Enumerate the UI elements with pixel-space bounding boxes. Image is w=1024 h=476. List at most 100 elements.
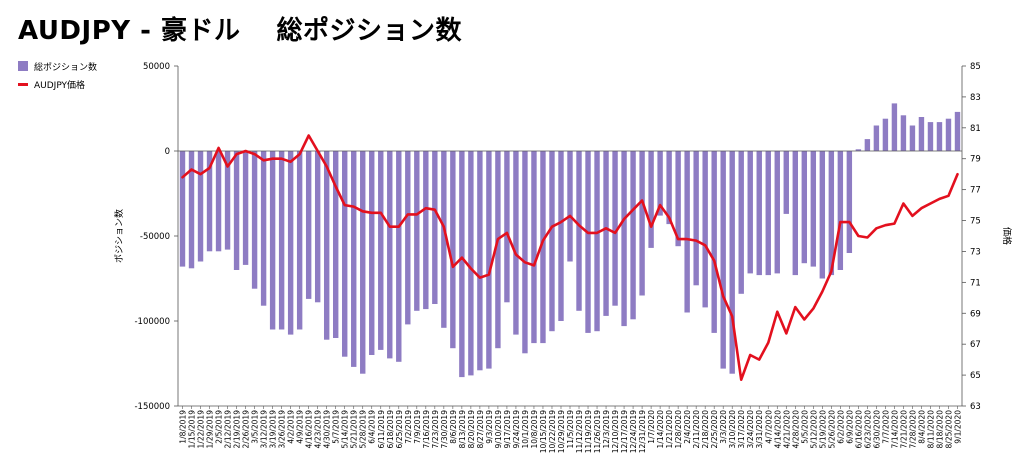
x-tick-label-83: 8/11/2020 [926,410,935,449]
x-tick-label-39: 10/8/2019 [530,410,539,449]
bar-9 [260,151,267,306]
bar-72 [828,151,835,276]
x-tick-label-77: 6/30/2020 [872,410,881,449]
x-tick-label-46: 11/26/2019 [593,410,602,453]
x-tick-label-9: 3/12/2019 [260,410,269,449]
line-layer [181,134,959,382]
bar-24 [396,151,402,362]
x-tick-label-17: 5/7/2019 [332,410,341,444]
bar-85 [945,118,952,151]
x-tick-label-63: 3/24/2020 [746,410,755,449]
x-tick-label-47: 12/3/2019 [602,410,611,449]
x-tick-label-43: 11/5/2019 [566,410,575,449]
y2-tick-label-1: 83 [970,93,981,103]
bar-41 [549,151,555,332]
x-tick-label-60: 3/3/2020 [719,410,728,444]
bar-71 [819,151,826,279]
y2-tick-label-3: 79 [970,155,981,165]
bar-38 [522,151,528,354]
y2-tick-label-11: 63 [970,402,981,412]
x-tick-label-42: 10/29/2019 [557,410,566,453]
x-tick-label-12: 4/2/2019 [287,410,296,444]
x-tick-label-40: 10/15/2019 [539,410,548,453]
bar-68 [792,151,798,276]
bar-20 [360,151,366,374]
bar-28 [432,151,438,304]
bar-49 [621,151,627,327]
bar-2 [197,151,204,262]
bar-57 [693,151,699,286]
x-tick-label-19: 5/21/2019 [350,410,359,449]
bar-14 [305,151,312,299]
x-tick-label-0: 1/8/2019 [179,410,188,444]
x-tick-label-74: 6/9/2020 [845,410,854,444]
x-tick-label-62: 3/17/2020 [737,410,746,449]
bar-66 [774,151,780,274]
bar-51 [639,151,645,296]
bar-84 [936,122,943,151]
legend-label-positions: 総ポジション数 [34,62,98,73]
bar-75 [855,149,862,151]
bar-25 [405,151,411,325]
bar-55 [675,151,681,247]
bar-64 [756,151,762,276]
x-tick-label-53: 1/14/2020 [656,410,665,449]
x-tick-label-80: 7/21/2020 [899,410,908,449]
x-tick-label-61: 3/10/2020 [728,410,737,449]
x-tick-label-54: 1/21/2020 [665,410,674,449]
x-tick-label-25: 7/2/2019 [404,410,413,444]
x-tick-label-67: 4/21/2020 [782,410,791,449]
bar-29 [441,151,447,328]
bar-76 [864,139,871,151]
x-tick-label-75: 6/16/2020 [854,410,863,449]
x-tick-label-16: 4/30/2019 [323,410,332,449]
bar-42 [558,151,564,321]
x-tick-label-69: 5/5/2020 [800,410,809,444]
bar-5 [224,151,231,250]
bar-22 [378,151,384,350]
bar-44 [576,151,582,311]
x-tick-label-57: 2/11/2020 [692,410,701,449]
bar-27 [423,151,429,310]
y-tick-label-2: -50000 [140,232,170,242]
bar-74 [846,151,853,253]
labels-layer: 50000 0 -50000 -100000 -150000 85 83 81 79 77 75 73… [113,62,1013,453]
y2-tick-label-8: 69 [970,309,981,319]
bar-13 [296,151,303,330]
x-tick-label-38: 10/1/2019 [521,410,530,449]
bar-86 [954,111,961,151]
y2-tick-label-7: 71 [970,278,981,288]
x-tick-label-68: 4/28/2020 [791,410,800,449]
x-tick-label-85: 8/25/2020 [944,410,953,449]
bar-80 [900,115,907,151]
bar-11 [278,151,285,330]
x-tick-label-45: 11/19/2019 [584,410,593,453]
x-tick-label-1: 1/15/2019 [188,410,197,449]
bar-18 [342,151,348,357]
x-tick-label-29: 7/30/2019 [440,410,449,449]
x-tick-label-66: 4/14/2020 [773,410,782,449]
y-tick-label-0: 50000 [143,62,170,72]
bar-65 [765,151,771,276]
x-tick-label-32: 8/20/2019 [467,410,476,449]
x-tick-label-76: 6/23/2020 [863,410,872,449]
x-tick-label-48: 12/10/2019 [611,410,620,453]
x-tick-label-51: 12/31/2019 [638,410,647,453]
bar-52 [648,151,654,248]
y-tick-label-1: 0 [165,147,170,157]
chart-title: AUDJPY - 豪ドル 総ポジション数 [18,16,463,46]
bar-47 [603,151,609,316]
x-tick-label-70: 5/12/2020 [809,410,818,449]
x-tick-label-34: 9/3/2019 [485,410,494,444]
x-tick-label-13: 4/9/2019 [296,410,305,444]
x-tick-label-11: 3/26/2019 [278,410,287,449]
bar-82 [918,117,925,151]
x-tick-label-20: 5/28/2019 [359,410,368,449]
y2-tick-label-4: 77 [970,186,981,196]
x-tick-label-56: 2/4/2020 [683,410,692,444]
y2-tick-label-5: 75 [970,217,981,227]
legend-item-price: AUDJPY価格 [18,76,97,92]
x-tick-label-78: 7/7/2020 [881,410,890,444]
x-tick-label-84: 8/18/2020 [935,410,944,449]
x-tick-label-10: 3/19/2019 [269,410,278,449]
